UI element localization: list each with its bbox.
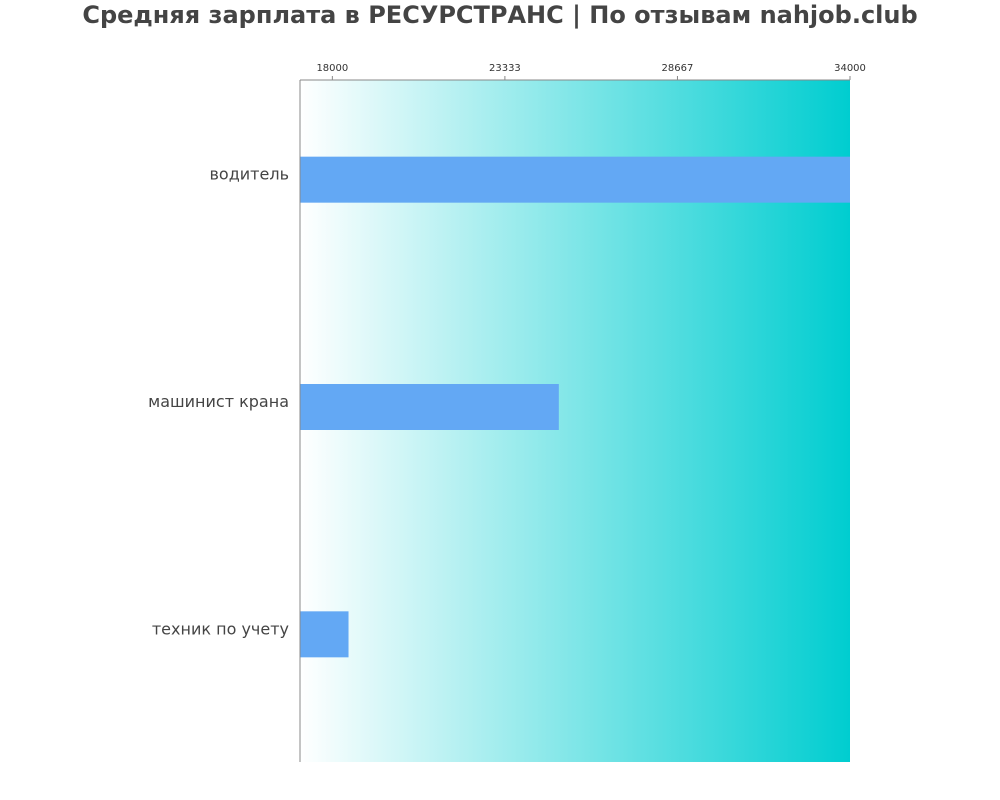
category-label: водитель bbox=[210, 165, 290, 184]
x-tick-label: 18000 bbox=[316, 63, 348, 74]
bar bbox=[300, 611, 349, 658]
x-tick-label: 28667 bbox=[662, 63, 694, 74]
x-tick-label: 34000 bbox=[834, 63, 866, 74]
chart-title: Средняя зарплата в РЕСУРСТРАНС | По отзы… bbox=[82, 1, 917, 29]
x-tick-label: 23333 bbox=[489, 63, 521, 74]
bar bbox=[300, 156, 850, 203]
x-axis-ticks: 18000 23333 28667 34000 bbox=[316, 63, 866, 80]
bars bbox=[300, 156, 850, 658]
bar bbox=[300, 384, 559, 430]
category-label: машинист крана bbox=[148, 392, 289, 411]
category-label: техник по учету bbox=[152, 619, 289, 638]
category-labels: водитель машинист крана техник по учету bbox=[148, 165, 289, 639]
